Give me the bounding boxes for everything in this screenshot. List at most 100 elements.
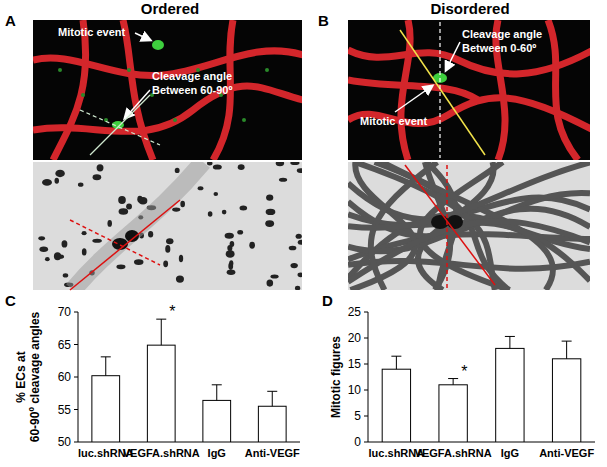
text: Mitotic event bbox=[58, 26, 126, 38]
category-label: Anti-VEGF bbox=[245, 447, 300, 459]
vessel bbox=[348, 162, 590, 228]
tick-label: 55 bbox=[58, 403, 72, 417]
cell bbox=[63, 273, 69, 277]
cell bbox=[55, 170, 64, 178]
cell bbox=[137, 196, 142, 203]
text: D bbox=[322, 292, 333, 309]
error-bar bbox=[391, 356, 401, 369]
plot bbox=[92, 319, 286, 442]
figure: AOrderedMitotic eventCleavage angleBetwe… bbox=[0, 0, 607, 467]
bar bbox=[496, 348, 524, 442]
annotation: * bbox=[169, 303, 175, 320]
category-label: IgG bbox=[208, 447, 226, 459]
tick-label: 10 bbox=[348, 383, 362, 397]
cell bbox=[107, 220, 112, 227]
bar bbox=[382, 369, 410, 442]
plot bbox=[382, 336, 581, 442]
angle-line bbox=[70, 200, 180, 290]
axis-label: Mitotic figures bbox=[329, 336, 343, 418]
cell bbox=[198, 186, 204, 190]
tick-label: 5 bbox=[354, 409, 361, 423]
error-stem bbox=[272, 391, 273, 406]
tick bbox=[364, 364, 368, 365]
text: Mitotic event bbox=[360, 115, 428, 127]
cell bbox=[180, 201, 185, 207]
error-cap bbox=[562, 341, 572, 342]
cell bbox=[119, 208, 129, 214]
text: B bbox=[318, 12, 329, 29]
axis-label-line: 60-90º cleavage angles bbox=[28, 311, 42, 442]
cell bbox=[239, 205, 247, 210]
cell bbox=[176, 275, 184, 282]
cell bbox=[279, 178, 287, 182]
cell bbox=[297, 168, 302, 173]
tick-label: 50 bbox=[58, 435, 72, 449]
vessel bbox=[123, 20, 153, 160]
error-bar bbox=[101, 357, 111, 376]
error-bar bbox=[212, 385, 222, 401]
vessel bbox=[548, 20, 578, 160]
vessel bbox=[53, 20, 86, 160]
cell bbox=[227, 245, 232, 251]
cell bbox=[298, 273, 302, 278]
tick-label: 25 bbox=[348, 305, 362, 319]
error-cap bbox=[505, 336, 515, 337]
nucleus bbox=[81, 93, 85, 97]
cell bbox=[290, 162, 299, 165]
error-bar bbox=[562, 341, 572, 359]
cell bbox=[54, 252, 61, 260]
cell bbox=[237, 230, 243, 235]
tick-label: 20 bbox=[348, 331, 362, 345]
axis-label-line: % ECs at bbox=[14, 351, 28, 402]
mitotic-cell bbox=[152, 40, 164, 50]
cell bbox=[54, 178, 59, 184]
vessel bbox=[348, 80, 478, 100]
cell bbox=[38, 236, 45, 240]
nucleus bbox=[127, 68, 131, 72]
tick bbox=[74, 312, 78, 313]
category-label: IgG bbox=[501, 447, 519, 459]
bar bbox=[147, 345, 175, 442]
error-stem bbox=[161, 319, 162, 345]
cell bbox=[148, 231, 153, 238]
tick bbox=[364, 442, 368, 443]
cell bbox=[166, 238, 173, 244]
cell bbox=[126, 203, 132, 209]
cell bbox=[175, 168, 180, 173]
axis-label-line: Mitotic figures bbox=[329, 336, 343, 418]
bar bbox=[552, 359, 580, 442]
error-cap bbox=[267, 391, 277, 392]
text: A bbox=[5, 12, 16, 29]
tick bbox=[74, 409, 78, 410]
cell bbox=[134, 259, 144, 265]
tick bbox=[364, 416, 368, 417]
cell bbox=[78, 183, 84, 187]
micrograph bbox=[348, 162, 590, 290]
cell bbox=[276, 162, 284, 166]
cell bbox=[249, 242, 255, 249]
arrow bbox=[395, 86, 432, 112]
tick bbox=[364, 338, 368, 339]
angle-line bbox=[80, 110, 160, 145]
category-label: Anti-VEGF bbox=[539, 447, 594, 459]
vessel bbox=[401, 20, 410, 160]
cell bbox=[295, 286, 300, 290]
error-cap bbox=[101, 356, 111, 357]
cell bbox=[238, 164, 245, 170]
cell bbox=[296, 234, 302, 239]
text: C bbox=[5, 292, 16, 309]
tick bbox=[364, 390, 368, 391]
tick-label: 0 bbox=[354, 435, 361, 449]
bar bbox=[203, 400, 231, 442]
arrow bbox=[446, 42, 460, 70]
error-cap bbox=[156, 319, 166, 320]
mitotic-cell bbox=[447, 215, 463, 229]
nucleus bbox=[58, 68, 62, 72]
cell bbox=[179, 255, 183, 262]
cell bbox=[265, 220, 274, 227]
angle-line bbox=[446, 165, 448, 288]
arrow bbox=[135, 33, 150, 40]
cell bbox=[266, 280, 273, 287]
error-bar bbox=[267, 391, 277, 406]
cell bbox=[172, 208, 180, 212]
